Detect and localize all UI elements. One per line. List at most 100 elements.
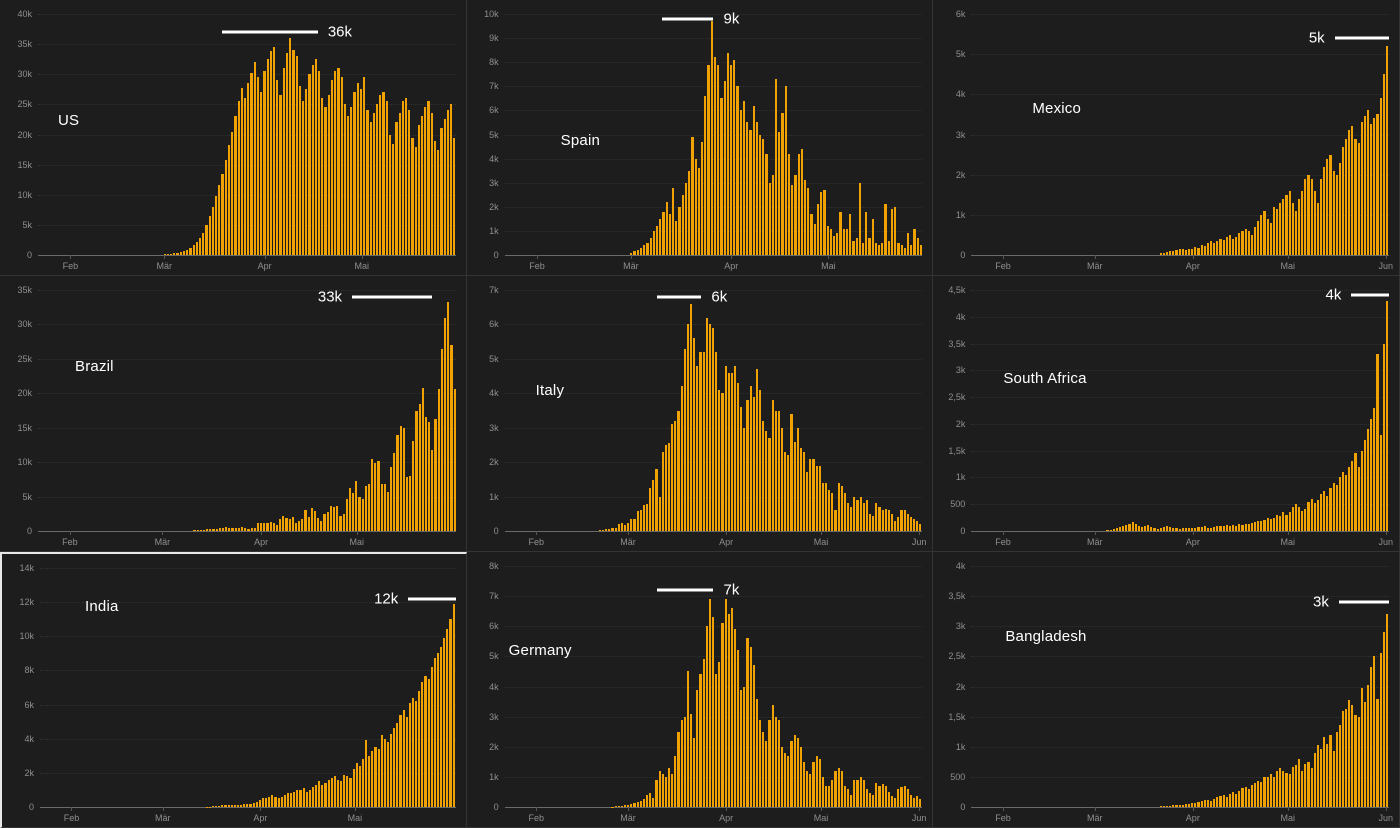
bar: [715, 351, 718, 531]
bar: [253, 527, 256, 531]
y-gridline: [38, 324, 456, 326]
bar: [711, 327, 715, 531]
bar: [624, 524, 627, 531]
bar: [1191, 248, 1194, 255]
bar: [840, 486, 843, 531]
y-gridline: [971, 626, 1389, 628]
bar: [1269, 519, 1272, 531]
bar: [352, 493, 355, 531]
bar: [884, 508, 887, 531]
y-gridline: [38, 194, 456, 196]
y-gridline: [971, 94, 1389, 96]
bar: [192, 245, 195, 255]
bar: [327, 779, 330, 807]
chart-panel-mexico: Mexico 6k 5k 4k 3k 2k 1k 0 Feb Mär Apr Mai Jun 5k: [933, 0, 1400, 276]
bar: [909, 517, 912, 531]
bar: [910, 245, 913, 255]
bar: [271, 795, 274, 807]
bar: [749, 386, 752, 531]
bar: [1288, 190, 1291, 255]
bar: [355, 762, 358, 807]
y-axis-tick-label: 14k: [19, 563, 34, 573]
y-axis-tick-label: 9k: [489, 33, 499, 44]
bar: [804, 180, 807, 255]
bar: [1363, 439, 1367, 531]
bar: [671, 424, 674, 531]
bar: [1109, 529, 1112, 531]
bar: [424, 107, 427, 255]
bar: [812, 761, 815, 807]
y-axis-tick-label: 3,5k: [948, 591, 966, 602]
bar: [1159, 253, 1162, 255]
bar: [881, 784, 884, 807]
bar: [418, 690, 421, 807]
y-axis-tick-label: 3k: [955, 129, 966, 140]
bar: [1166, 251, 1169, 255]
bar: [1213, 242, 1216, 255]
bar: [907, 233, 910, 255]
bar: [405, 716, 408, 807]
bar: [762, 731, 765, 807]
bar: [897, 242, 900, 255]
bar: [762, 139, 765, 255]
bar: [272, 522, 275, 531]
bar: [825, 785, 828, 807]
bar: [1285, 514, 1288, 531]
bar: [1354, 453, 1357, 531]
bar: [302, 788, 305, 807]
bar: [906, 788, 909, 807]
peak-annotation-line: [408, 597, 456, 601]
x-axis-month-label: Mär: [1086, 813, 1103, 823]
bar: [878, 245, 881, 255]
bar: [859, 776, 862, 807]
bar: [390, 733, 393, 807]
bar: [399, 714, 402, 807]
bar: [330, 777, 333, 807]
bar: [826, 226, 829, 255]
y-axis-tick-label: 0: [493, 802, 499, 812]
bar: [285, 517, 288, 531]
bar: [260, 523, 263, 531]
bar: [1241, 230, 1244, 255]
bar: [828, 489, 831, 531]
bar: [816, 204, 820, 255]
bar: [649, 238, 652, 255]
bar: [727, 372, 730, 531]
x-axis-tick: [1287, 807, 1289, 811]
y-gridline: [38, 496, 456, 498]
plot-area: 14k 12k 10k 8k 6k 4k 2k 0 Feb Mär Apr Mai 12k: [19, 563, 456, 823]
x-axis-tick: [1385, 807, 1387, 811]
bar: [383, 484, 386, 531]
y-gridline: [38, 74, 456, 76]
bar: [834, 770, 837, 807]
bar: [636, 250, 639, 255]
bar: [1159, 806, 1162, 807]
y-gridline: [971, 255, 1389, 256]
x-axis-tick: [1385, 531, 1387, 535]
y-axis-tick-label: 5k: [489, 129, 499, 140]
y-gridline: [971, 776, 1389, 778]
bar: [689, 303, 693, 531]
bar: [661, 451, 664, 531]
bar: [696, 365, 699, 531]
bar: [369, 122, 372, 255]
y-axis-tick-label: 7k: [489, 285, 499, 295]
bar: [272, 47, 276, 255]
x-axis-month-label: Mär: [1086, 537, 1103, 547]
bar: [333, 776, 336, 807]
bar: [234, 116, 237, 255]
y-gridline: [504, 38, 923, 40]
bar: [1338, 477, 1341, 531]
bar: [1131, 522, 1134, 531]
bar: [903, 785, 906, 807]
bar: [793, 734, 796, 807]
bar: [774, 410, 777, 531]
x-axis-month-label: Apr: [1185, 261, 1200, 271]
bar: [218, 805, 221, 807]
bar: [787, 153, 791, 255]
y-gridline: [40, 772, 456, 774]
bar: [1162, 806, 1166, 807]
bar: [1191, 803, 1194, 807]
peak-annotation-label: 5k: [1308, 29, 1325, 47]
x-axis-tick: [1287, 255, 1289, 259]
